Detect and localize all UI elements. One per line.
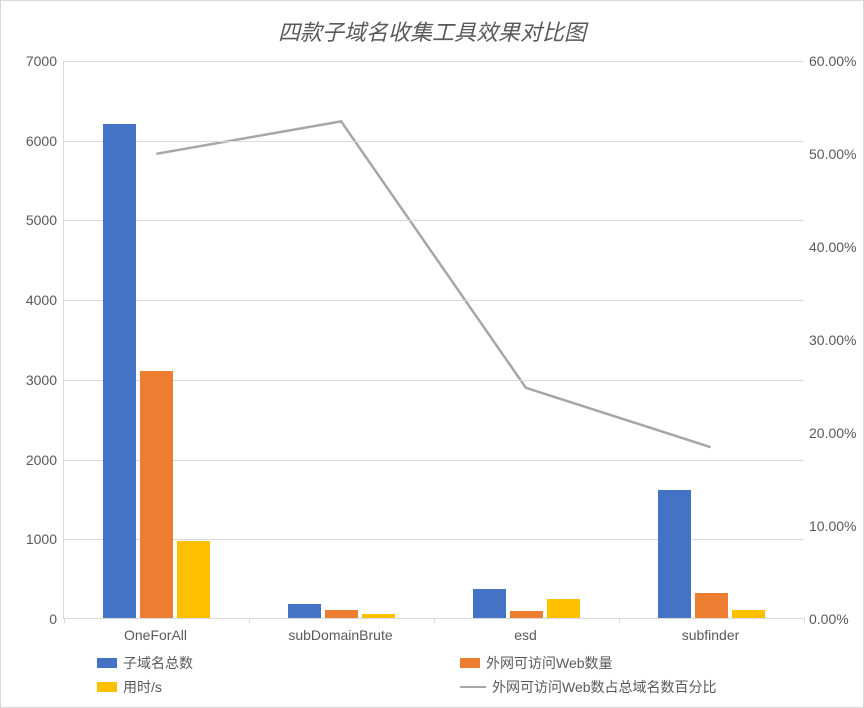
bar — [695, 593, 728, 618]
grid-line — [64, 300, 803, 301]
x-tick — [434, 618, 435, 623]
x-tick — [804, 618, 805, 623]
x-category-label: OneForAll — [124, 627, 187, 643]
legend-item: 外网可访问Web数量 — [460, 653, 813, 673]
legend-item: 用时/s — [97, 677, 450, 697]
grid-line — [64, 539, 803, 540]
x-tick — [64, 618, 65, 623]
legend-swatch — [97, 658, 117, 668]
line-series-svg — [64, 61, 803, 618]
legend-label: 外网可访问Web数占总域名数百分比 — [492, 677, 717, 697]
legend-line-swatch — [460, 686, 486, 689]
bar — [140, 371, 173, 618]
grid-line — [64, 380, 803, 381]
y-left-tick-label: 0 — [9, 611, 57, 627]
bar — [473, 589, 506, 618]
y-right-tick-label: 10.00% — [809, 518, 864, 534]
bar — [325, 610, 358, 618]
bar — [177, 541, 210, 618]
y-left-tick-label: 6000 — [9, 133, 57, 149]
y-right-tick-label: 50.00% — [809, 146, 864, 162]
grid-line — [64, 460, 803, 461]
legend-label: 用时/s — [123, 677, 162, 697]
y-right-tick-label: 60.00% — [809, 53, 864, 69]
chart-title: 四款子域名收集工具效果对比图 — [1, 15, 863, 47]
y-left-tick-label: 7000 — [9, 53, 57, 69]
legend-swatch — [97, 682, 117, 692]
grid-line — [64, 141, 803, 142]
plot-area — [63, 61, 803, 619]
y-left-tick-label: 1000 — [9, 531, 57, 547]
legend: 子域名总数 外网可访问Web数量用时/s 外网可访问Web数占总域名数百分比 — [97, 653, 813, 697]
legend-item: 子域名总数 — [97, 653, 450, 673]
x-tick — [249, 618, 250, 623]
bar — [732, 610, 765, 618]
legend-item: 外网可访问Web数占总域名数百分比 — [460, 677, 813, 697]
y-left-tick-label: 3000 — [9, 372, 57, 388]
line-series — [156, 121, 710, 447]
y-right-tick-label: 30.00% — [809, 332, 864, 348]
chart-container: 四款子域名收集工具效果对比图 子域名总数 外网可访问Web数量用时/s 外网可访问W… — [0, 0, 864, 708]
y-left-tick-label: 4000 — [9, 292, 57, 308]
x-category-label: subDomainBrute — [288, 627, 392, 643]
x-category-label: esd — [514, 627, 537, 643]
bar — [103, 124, 136, 618]
legend-label: 子域名总数 — [123, 653, 193, 673]
y-left-tick-label: 5000 — [9, 212, 57, 228]
y-right-tick-label: 0.00% — [809, 611, 864, 627]
legend-swatch — [460, 658, 480, 668]
y-right-tick-label: 40.00% — [809, 239, 864, 255]
bar — [362, 614, 395, 618]
bar — [547, 599, 580, 618]
grid-line — [64, 220, 803, 221]
grid-line — [64, 61, 803, 62]
bar — [658, 490, 691, 618]
bar — [288, 604, 321, 618]
x-tick — [619, 618, 620, 623]
y-right-tick-label: 20.00% — [809, 425, 864, 441]
x-category-label: subfinder — [682, 627, 740, 643]
y-left-tick-label: 2000 — [9, 452, 57, 468]
legend-label: 外网可访问Web数量 — [486, 653, 613, 673]
bar — [510, 611, 543, 618]
